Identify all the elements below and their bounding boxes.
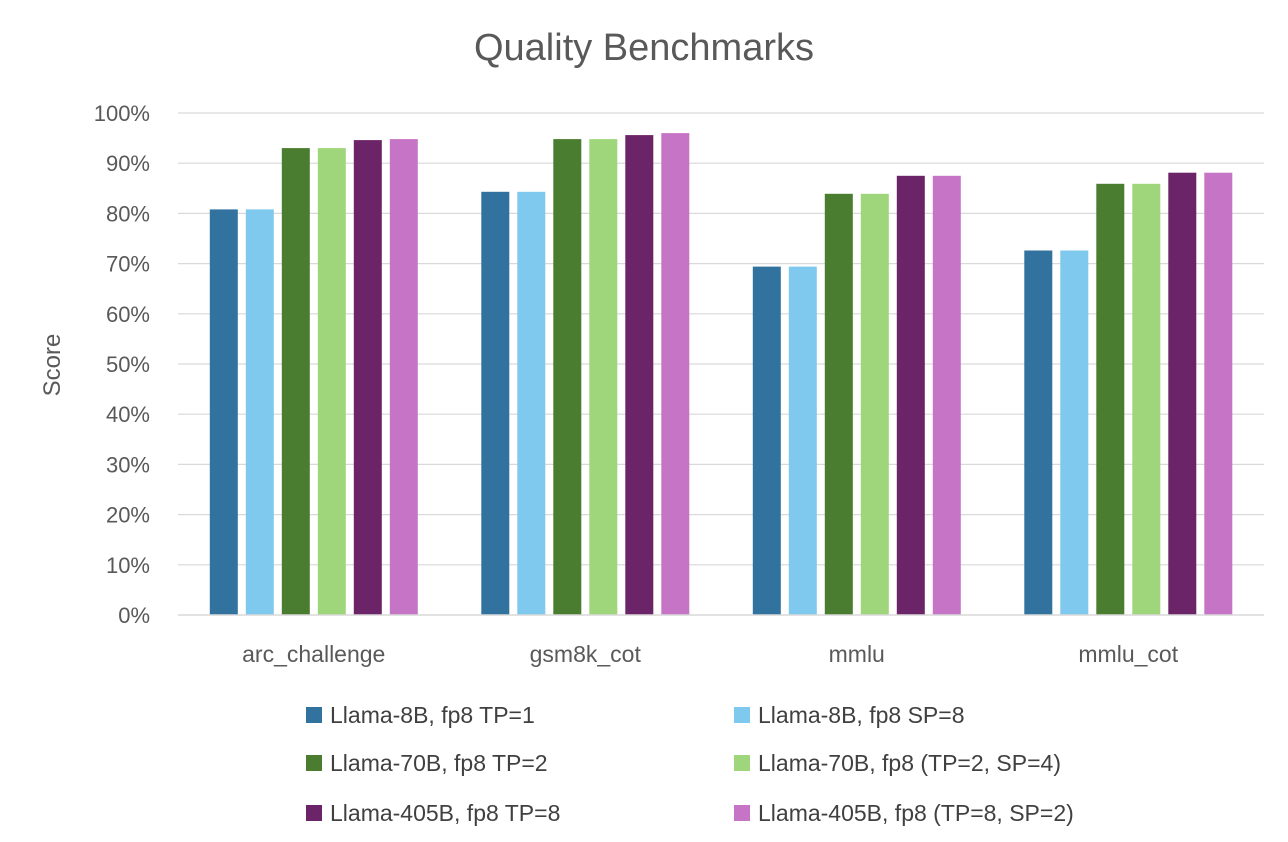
- legend-item: Llama-70B, fp8 (TP=2, SP=4): [734, 750, 1061, 776]
- bar-mmlu-series-4: [896, 175, 925, 616]
- bar-arc_challenge-series-3: [317, 148, 346, 615]
- bar-mmlu-series-3: [860, 193, 889, 616]
- bar-mmlu-series-0: [752, 266, 781, 615]
- bar-arc_challenge-series-2: [281, 148, 310, 615]
- bar-arc_challenge-series-5: [389, 139, 418, 615]
- legend-swatch: [734, 805, 750, 821]
- bar-mmlu_cot-series-1: [1060, 250, 1089, 615]
- bar-mmlu_cot-series-3: [1132, 183, 1161, 616]
- legend-label: Llama-405B, fp8 (TP=8, SP=2): [758, 800, 1074, 826]
- y-tick-label: 30%: [106, 452, 150, 477]
- bar-gsm8k_cot-series-5: [661, 133, 690, 615]
- bar-mmlu_cot-series-5: [1204, 172, 1233, 615]
- chart-title: Quality Benchmarks: [474, 27, 814, 69]
- x-category-label: mmlu: [829, 641, 885, 667]
- legend: Llama-8B, fp8 TP=1 Llama-8B, fp8 SP=8 Llam…: [306, 702, 1074, 826]
- legend-swatch: [734, 755, 750, 771]
- y-tick-label: 0%: [118, 603, 150, 628]
- bar-gsm8k_cot-series-0: [481, 191, 510, 616]
- bar-gsm8k_cot-series-4: [625, 135, 654, 615]
- legend-label: Llama-8B, fp8 TP=1: [330, 702, 535, 728]
- y-tick-label: 70%: [106, 252, 150, 277]
- legend-item: Llama-8B, fp8 SP=8: [734, 702, 964, 728]
- y-tick-label: 80%: [106, 201, 150, 226]
- bar-gsm8k_cot-series-3: [589, 139, 618, 615]
- legend-label: Llama-70B, fp8 TP=2: [330, 750, 548, 776]
- legend-item: Llama-405B, fp8 (TP=8, SP=2): [734, 800, 1074, 826]
- y-tick-label: 60%: [106, 302, 150, 327]
- y-tick-label: 100%: [94, 101, 150, 126]
- y-tick-label: 20%: [106, 503, 150, 528]
- y-tick-label: 90%: [106, 151, 150, 176]
- legend-label: Llama-8B, fp8 SP=8: [758, 702, 964, 728]
- bar-arc_challenge-series-0: [209, 209, 238, 615]
- legend-swatch: [734, 707, 750, 723]
- legend-label: Llama-70B, fp8 (TP=2, SP=4): [758, 750, 1061, 776]
- bar-mmlu-series-1: [788, 266, 817, 615]
- legend-item: Llama-405B, fp8 TP=8: [306, 800, 560, 826]
- x-axis-categories: arc_challenge gsm8k_cot mmlu mmlu_cot: [242, 641, 1179, 667]
- x-category-label: arc_challenge: [242, 641, 385, 667]
- bar-mmlu_cot-series-2: [1096, 183, 1125, 616]
- legend-swatch: [306, 805, 322, 821]
- legend-item: Llama-70B, fp8 TP=2: [306, 750, 548, 776]
- bar-arc_challenge-series-1: [245, 209, 274, 615]
- legend-swatch: [306, 755, 322, 771]
- y-tick-label: 50%: [106, 352, 150, 377]
- y-axis-label: Score: [39, 334, 66, 397]
- bar-mmlu_cot-series-4: [1168, 172, 1197, 615]
- bar-mmlu-series-5: [932, 175, 961, 616]
- bar-mmlu_cot-series-0: [1024, 250, 1053, 615]
- bar-mmlu-series-2: [824, 193, 853, 616]
- y-axis-ticks: 0% 10% 20% 30% 40% 50% 60% 70% 80% 90% 100%: [94, 101, 150, 628]
- bar-gsm8k_cot-series-2: [553, 139, 582, 615]
- legend-swatch: [306, 707, 322, 723]
- bar-gsm8k_cot-series-1: [517, 191, 546, 616]
- y-tick-label: 40%: [106, 402, 150, 427]
- bars: [209, 133, 1233, 616]
- y-tick-label: 10%: [106, 553, 150, 578]
- legend-item: Llama-8B, fp8 TP=1: [306, 702, 535, 728]
- legend-label: Llama-405B, fp8 TP=8: [330, 800, 560, 826]
- x-category-label: gsm8k_cot: [530, 641, 642, 667]
- x-category-label: mmlu_cot: [1078, 641, 1178, 667]
- bar-arc_challenge-series-4: [353, 140, 382, 615]
